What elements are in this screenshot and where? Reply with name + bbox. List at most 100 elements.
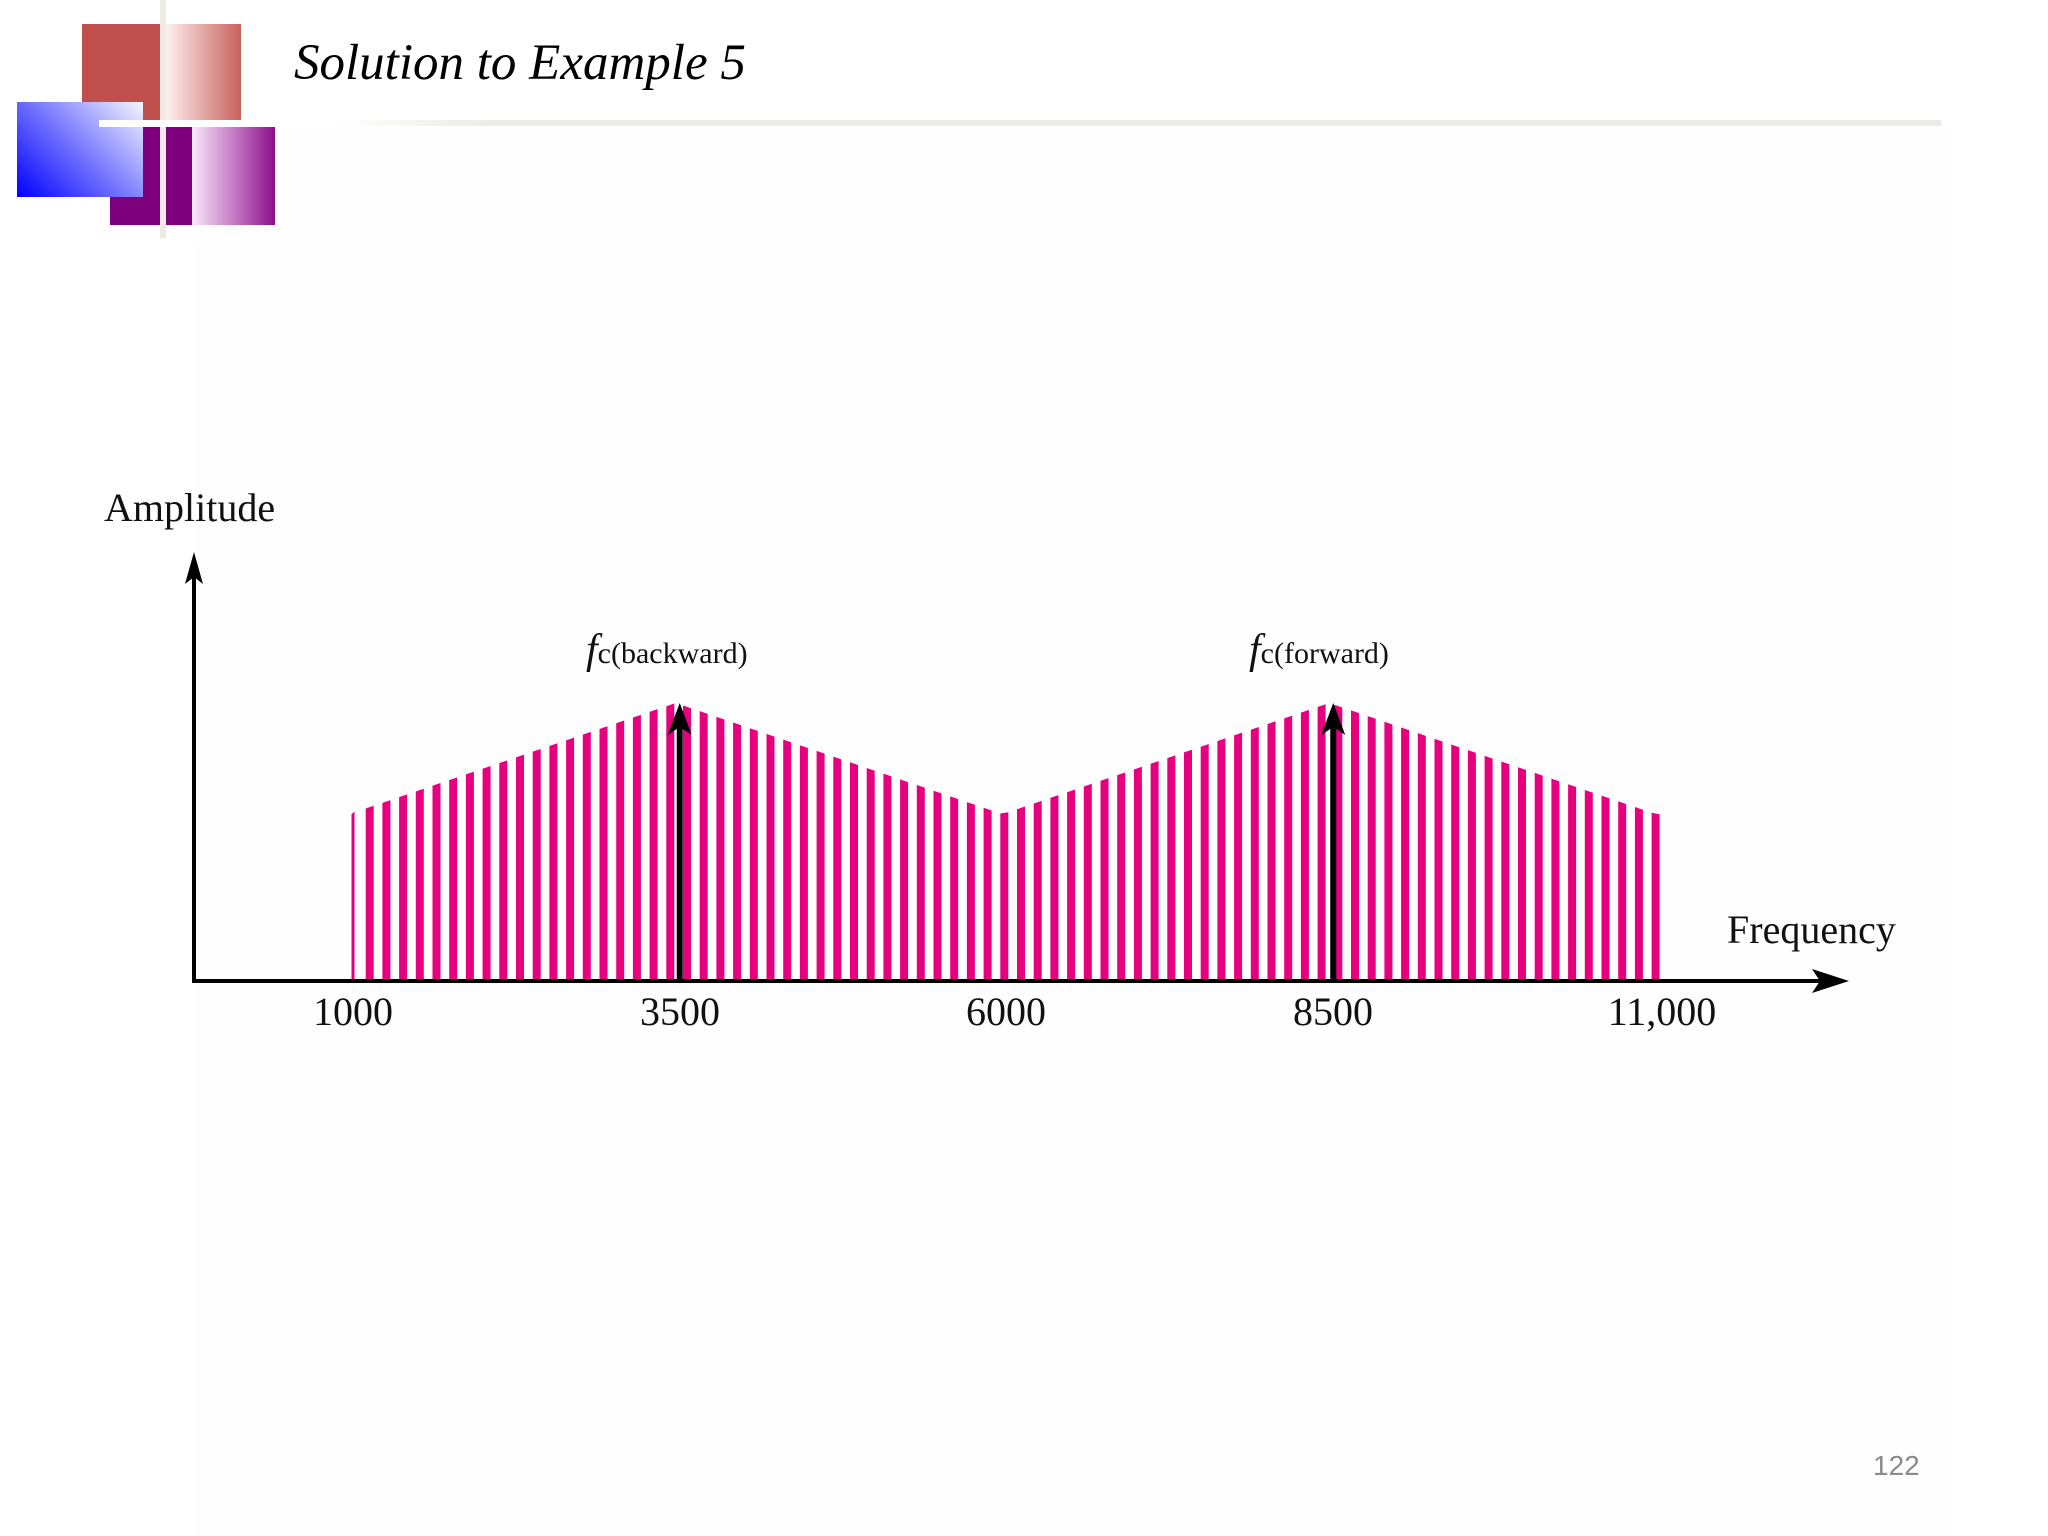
spectrum-stripe — [1284, 715, 1293, 981]
spectrum-stripe — [465, 771, 474, 981]
spectrum-stripe — [1167, 755, 1176, 981]
spectrum-stripe — [950, 796, 959, 981]
spectrum-stripe — [1234, 732, 1243, 981]
spectrum-stripe — [1484, 755, 1493, 981]
spectrum-stripe — [850, 762, 858, 981]
spectrum-stripe — [351, 811, 355, 981]
spectrum-stripe — [566, 737, 575, 981]
x-tick-label: 3500 — [640, 989, 720, 1034]
spectrum-stripe — [1618, 801, 1627, 981]
y-axis-label: Amplitude — [104, 485, 276, 530]
spectrum-stripe — [1250, 726, 1259, 981]
x-axis-label: Frequency — [1727, 907, 1896, 952]
chart-axes — [185, 552, 1849, 993]
spectrum-stripe — [1551, 778, 1560, 981]
carrier-label-forward: fc(forward) — [1249, 626, 1389, 674]
spectrum-stripe — [1467, 750, 1476, 981]
spectrum-stripe — [1518, 767, 1526, 981]
spectrum-stripe — [716, 716, 725, 981]
spectrum-stripe — [1300, 709, 1309, 981]
spectrum-stripe — [1401, 727, 1410, 981]
spectrum-stripe — [1501, 761, 1510, 981]
spectrum-stripe — [1184, 749, 1192, 981]
x-tick-label: 11,000 — [1607, 989, 1717, 1034]
logo-red-gradient-block — [166, 24, 241, 120]
carrier-label-backward: fc(backward) — [586, 626, 748, 674]
carrier-arrows — [667, 703, 1346, 981]
spectrum-stripe — [632, 714, 641, 981]
spectrum-stripe — [1017, 806, 1025, 981]
spectrum-stripe — [799, 745, 808, 981]
y-axis-arrow-icon — [185, 552, 203, 584]
carrier-symbol: f — [1249, 627, 1261, 673]
spectrum-stripe — [933, 790, 942, 981]
carrier-subscript: c(forward) — [1260, 637, 1389, 670]
spectrum-stripe — [1384, 721, 1393, 981]
carrier-symbol: f — [586, 627, 598, 673]
spectrum-stripe — [1568, 784, 1577, 981]
spectrum-stripe — [1000, 812, 1009, 981]
spectrum-stripe — [699, 711, 708, 981]
spectrum-stripe — [1200, 744, 1209, 981]
spectrum-stripe — [866, 767, 875, 981]
spectrum-stripe — [1150, 761, 1159, 981]
spectrum-stripe — [482, 766, 491, 981]
spectrum-stripe — [449, 777, 458, 981]
spectrum-stripe — [983, 807, 992, 981]
spectrum-stripe — [1634, 807, 1643, 981]
spectrum-stripe — [1434, 738, 1443, 981]
spectrum-stripe — [733, 722, 742, 981]
slide-title: Solution to Example 5 — [294, 35, 746, 91]
x-tick-label: 8500 — [1293, 989, 1373, 1034]
logo-vertical-line — [160, 0, 166, 238]
spectrum-stripe — [966, 802, 975, 981]
spectrum-stripe — [599, 726, 608, 981]
spectrum-stripe — [666, 703, 675, 981]
spectrum-stripe — [1100, 778, 1109, 981]
spectrum-stripe — [833, 756, 842, 981]
spectrum-stripe — [1334, 704, 1343, 981]
spectrum-stripe — [883, 773, 892, 981]
carrier-arrow-icon — [1321, 703, 1346, 735]
spectrum-stripe — [1117, 772, 1126, 981]
spectrum-stripe — [616, 720, 625, 981]
spectrum-stripe — [1451, 744, 1460, 981]
spectrum-stripe — [532, 748, 541, 981]
spectrum-stripe — [1317, 704, 1326, 981]
spectrum-stripe — [783, 739, 792, 981]
spectrum-stripe — [1534, 772, 1543, 981]
spectrum-stripe — [900, 779, 909, 981]
slide-logo — [0, 0, 300, 245]
spectrum-stripe — [916, 785, 925, 981]
spectrum-stripe — [1367, 716, 1376, 981]
x-axis-arrow-icon — [1812, 969, 1849, 993]
logo-blue-block — [17, 102, 143, 197]
spectrum-stripe — [415, 788, 424, 981]
spectrum-stripe — [1584, 789, 1593, 981]
spectrum-stripes — [351, 703, 1660, 981]
title-divider — [330, 120, 1941, 126]
spectrum-stripe — [1601, 795, 1610, 981]
spectrum-stripe — [1217, 738, 1226, 981]
spectrum-stripe — [1417, 733, 1426, 981]
spectrum-stripe — [1133, 766, 1142, 981]
spectrum-stripe — [399, 794, 408, 981]
spectrum-stripe — [816, 750, 825, 981]
logo-purple-block-2 — [166, 127, 192, 225]
spectrum-stripe — [749, 728, 758, 981]
spectrum-stripe — [516, 754, 524, 981]
spectrum-stripe — [683, 705, 691, 981]
spectrum-stripe — [365, 805, 374, 981]
spectrum-stripe — [1050, 795, 1059, 981]
spectrum-stripe — [1033, 800, 1042, 981]
spectrum-stripe — [549, 743, 558, 981]
spectrum-stripe — [1267, 721, 1276, 981]
page-number: 122 — [1873, 1450, 1920, 1481]
spectrum-stripe — [649, 709, 658, 981]
spectrum-stripe — [432, 783, 441, 981]
logo-purple-gradient-block — [192, 127, 275, 225]
spectrum-stripe — [1083, 783, 1092, 981]
spectrum-stripe — [499, 760, 508, 981]
